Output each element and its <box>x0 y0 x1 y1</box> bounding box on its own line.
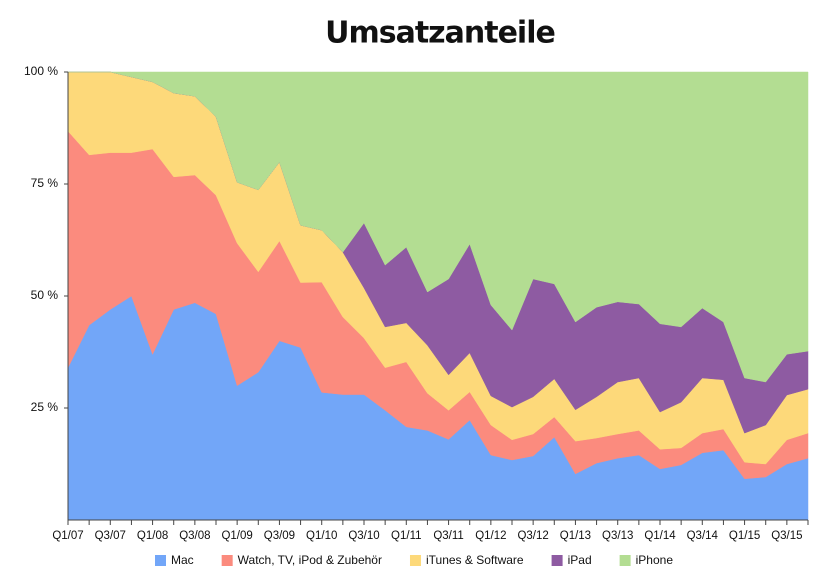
legend-label: iTunes & Software <box>426 553 524 567</box>
x-tick-label: Q1/15 <box>729 530 760 542</box>
legend-marker <box>155 555 166 566</box>
x-tick-label: Q3/13 <box>602 530 633 542</box>
y-tick-label: 100 % <box>24 64 58 78</box>
x-tick-label: Q1/13 <box>560 530 591 542</box>
legend-marker <box>551 555 563 566</box>
x-tick-label: Q3/10 <box>348 530 379 542</box>
x-tick-label: Q3/07 <box>95 530 126 542</box>
y-tick-label: 50 % <box>31 288 59 302</box>
legend-label: Watch, TV, iPod & Zubehör <box>238 553 382 567</box>
legend-label: iPhone <box>636 553 674 567</box>
area <box>68 71 809 383</box>
chart-title: Umsatzanteile <box>325 16 555 51</box>
x-tick-label: Q1/09 <box>221 530 252 542</box>
x-tick-label: Q1/14 <box>644 530 676 542</box>
x-tick-label: Q3/11 <box>433 530 463 542</box>
legend-label: iPad <box>568 553 592 567</box>
x-tick-label: Q3/12 <box>517 530 548 542</box>
legend-marker <box>619 555 631 566</box>
legend-label: Mac <box>171 553 194 567</box>
x-tick-label: Q1/07 <box>52 530 83 542</box>
legend-marker <box>409 555 421 566</box>
y-tick-label: 25 % <box>31 400 59 414</box>
x-tick-label: Q1/11 <box>391 530 421 542</box>
x-tick-label: Q3/09 <box>264 530 295 542</box>
x-tick-label: Q1/08 <box>137 530 168 542</box>
x-tick-label: Q1/10 <box>306 530 337 542</box>
legend-marker <box>221 555 233 566</box>
x-tick-label: Q3/15 <box>771 530 802 542</box>
x-tick-label: Q3/08 <box>179 530 210 542</box>
x-tick-label: Q1/12 <box>475 530 506 542</box>
legend: Mac Watch, TV, iPod & Zubehör iTunes & Sof… <box>155 553 673 567</box>
y-tick-label: 75 % <box>31 176 59 190</box>
x-tick-label: Q3/14 <box>687 530 719 542</box>
